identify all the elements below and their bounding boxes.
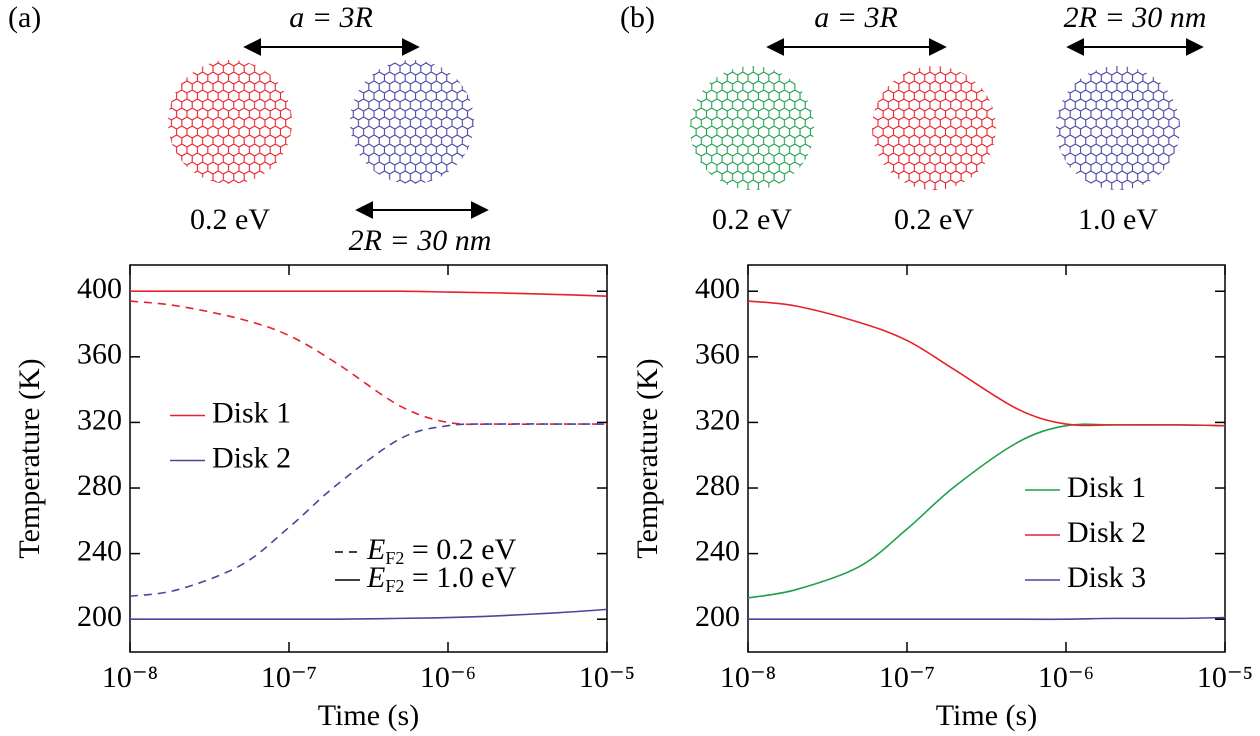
x-tick-label: 10⁻⁵ <box>1197 661 1253 694</box>
y-tick-label: 240 <box>695 535 740 568</box>
style-symbol: E <box>366 561 385 594</box>
x-tick-label: 10⁻⁸ <box>720 661 776 694</box>
y-tick-label: 200 <box>695 600 740 633</box>
y-axis-label: Temperature (K) <box>13 358 46 558</box>
x-tick-label: 10⁻⁷ <box>879 661 935 694</box>
legend-label: Disk 1 <box>1067 471 1146 504</box>
x-tick-label: 10⁻⁷ <box>261 661 317 694</box>
style-subscript: F2 <box>385 548 404 568</box>
y-tick-label: 320 <box>77 403 122 436</box>
x-tick-label: 10⁻⁶ <box>1038 661 1094 694</box>
plot-frame <box>747 264 1226 653</box>
data-line <box>747 423 1226 599</box>
graphene-disk <box>168 60 292 184</box>
style-text: = 1.0 eV <box>404 561 516 594</box>
panel-label: (b) <box>620 1 655 34</box>
style-subscript: F2 <box>385 576 404 596</box>
x-tick-label: 10⁻⁵ <box>579 661 635 694</box>
annotation: a = 3R <box>289 1 373 34</box>
style-label: EF2 = 0.2 eV <box>366 533 517 568</box>
x-axis-label: Time (s) <box>318 699 419 732</box>
annotation: 2R = 30 nm <box>1064 1 1207 34</box>
y-tick-label: 400 <box>77 272 122 305</box>
y-tick-label: 360 <box>77 338 122 371</box>
disk-label: 1.0 eV <box>1078 203 1158 236</box>
y-tick-label: 240 <box>77 535 122 568</box>
graphene-disk <box>872 66 996 190</box>
disk-label: 0.2 eV <box>712 203 792 236</box>
data-line <box>748 616 1226 621</box>
graphene-disk <box>1056 66 1180 190</box>
annotation: 2R = 30 nm <box>349 224 492 257</box>
data-line <box>747 300 1226 427</box>
style-text: = 0.2 eV <box>404 533 516 566</box>
data-line <box>130 290 608 297</box>
plot-frame <box>129 264 608 653</box>
panel-label: (a) <box>8 1 41 34</box>
graphene-disk <box>690 66 814 190</box>
y-tick-label: 280 <box>77 469 122 502</box>
legend-label: Disk 1 <box>212 396 291 429</box>
y-tick-label: 320 <box>695 403 740 436</box>
style-symbol: E <box>366 533 385 566</box>
data-line <box>129 300 607 426</box>
data-line <box>130 608 608 621</box>
x-tick-label: 10⁻⁶ <box>420 661 476 694</box>
x-tick-label: 10⁻⁸ <box>102 661 158 694</box>
disk-label: 0.2 eV <box>894 203 974 236</box>
x-axis-label: Time (s) <box>936 699 1037 732</box>
disk-label: 0.2 eV <box>190 203 270 236</box>
y-axis-label: Temperature (K) <box>631 358 664 558</box>
annotation: a = 3R <box>814 1 898 34</box>
y-tick-label: 360 <box>695 338 740 371</box>
y-tick-label: 280 <box>695 469 740 502</box>
style-label: EF2 = 1.0 eV <box>366 561 517 596</box>
graphene-disk <box>350 60 474 184</box>
data-line <box>129 423 607 598</box>
y-tick-label: 400 <box>695 272 740 305</box>
legend-label: Disk 3 <box>1067 561 1146 594</box>
legend-label: Disk 2 <box>212 441 291 474</box>
legend-label: Disk 2 <box>1067 516 1146 549</box>
y-tick-label: 200 <box>77 600 122 633</box>
